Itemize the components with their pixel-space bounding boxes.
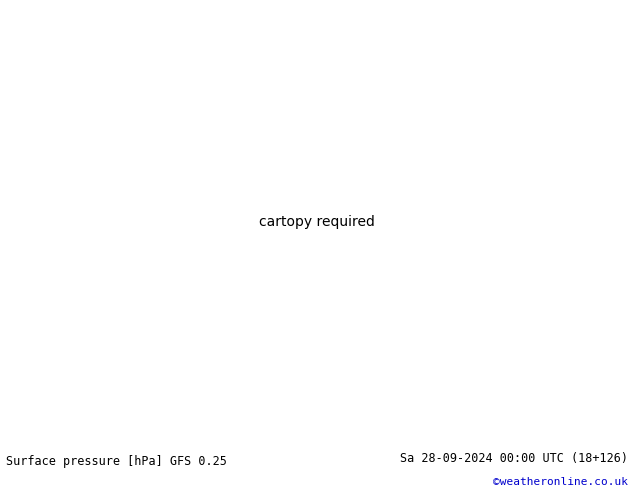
Text: ©weatheronline.co.uk: ©weatheronline.co.uk xyxy=(493,477,628,487)
Text: cartopy required: cartopy required xyxy=(259,215,375,229)
Text: Sa 28-09-2024 00:00 UTC (18+126): Sa 28-09-2024 00:00 UTC (18+126) xyxy=(399,452,628,465)
Text: Surface pressure [hPa] GFS 0.25: Surface pressure [hPa] GFS 0.25 xyxy=(6,455,227,467)
